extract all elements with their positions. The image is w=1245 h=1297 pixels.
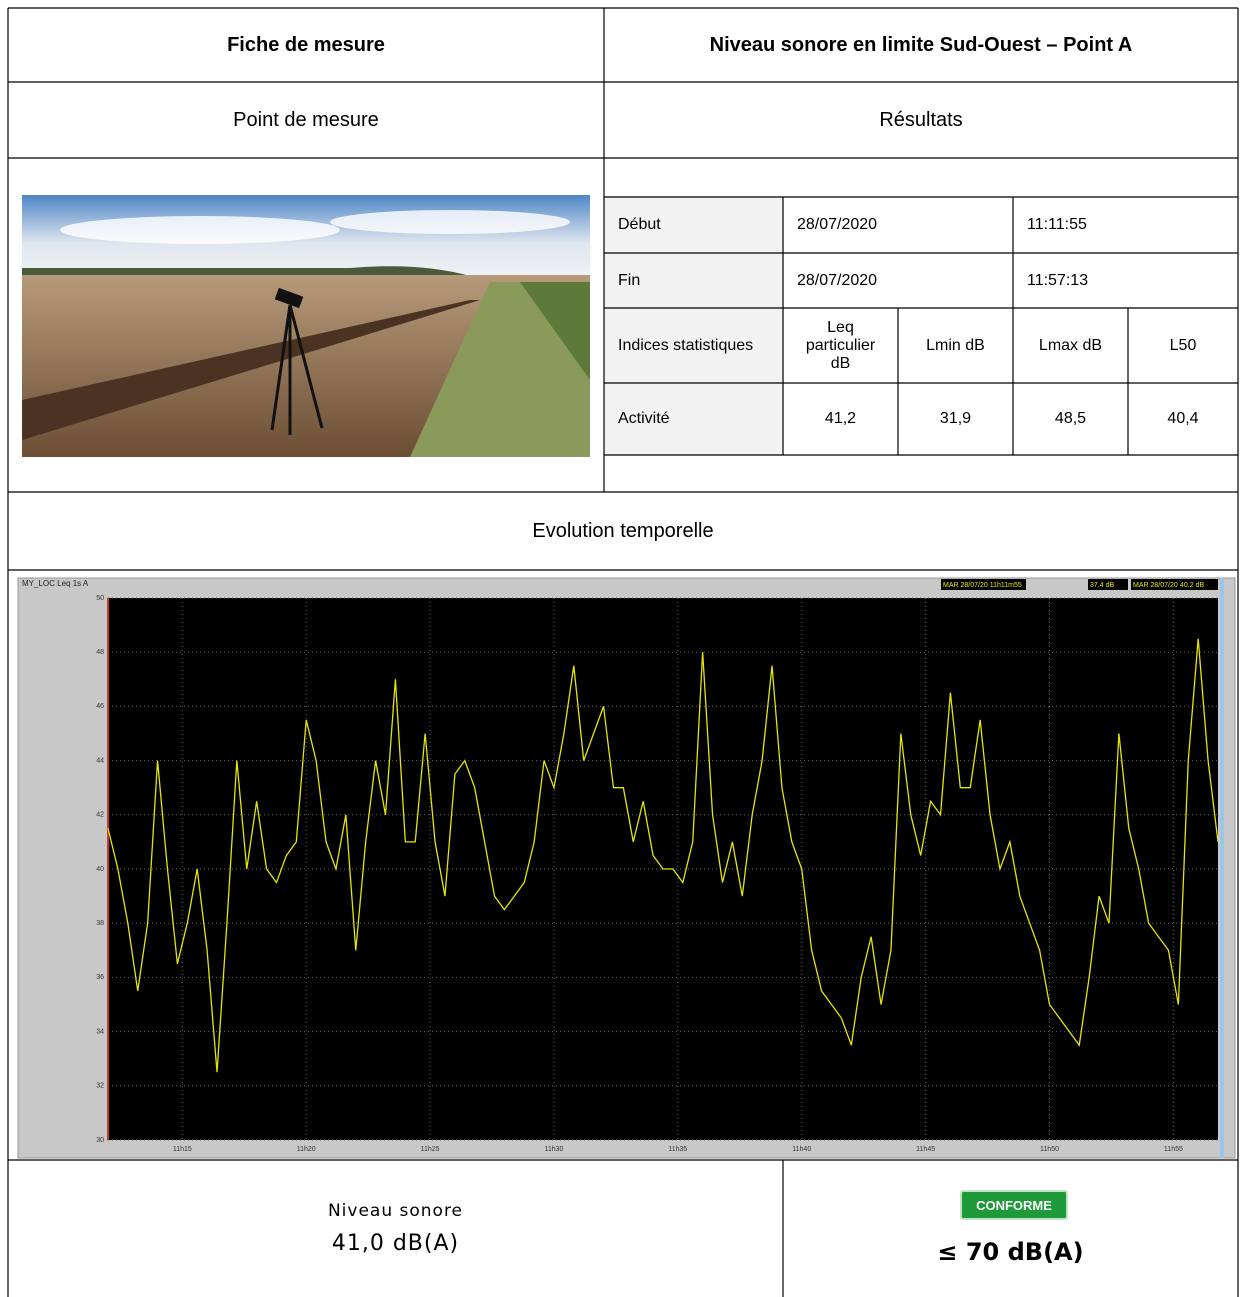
cell: Leq particulier dB	[805, 318, 876, 372]
cell: 11:11:55	[1027, 216, 1087, 233]
cell: 28/07/2020	[797, 271, 878, 289]
data-line	[107, 638, 1219, 1073]
readout: MAR 28/07/20 11h11m55	[943, 582, 1022, 589]
readout: 37.4 dB	[1090, 582, 1114, 589]
cell: L50	[1169, 336, 1197, 354]
level-value: 41,0 dB(A)	[331, 1230, 460, 1256]
cell: 31,9	[939, 410, 972, 427]
site-photo	[22, 195, 590, 457]
cell: Indices statistiques	[618, 336, 754, 354]
y-tick-label: 30	[96, 1137, 104, 1144]
readout-box	[1131, 579, 1216, 590]
chart: MY_LOC Leq 1s A MAR 28/07/20 11h11m55 37.4…	[17, 577, 1236, 1159]
y-tick-label: 50	[96, 595, 104, 602]
y-tick-label: 42	[96, 812, 104, 819]
y-tick-label: 46	[96, 703, 104, 710]
chart-title: MY_LOC Leq 1s A	[22, 579, 89, 588]
x-tick-label: 11h15	[173, 1146, 192, 1153]
y-tick-label: 44	[96, 757, 104, 764]
cell: Lmin dB	[926, 336, 985, 354]
conform-badge: CONFORME	[960, 1190, 1068, 1220]
cell: Activité	[618, 410, 670, 427]
cell: 41,2	[824, 410, 857, 427]
x-tick-label: 11h50	[1040, 1146, 1059, 1153]
readout-box	[941, 579, 1026, 590]
y-tick-label: 32	[96, 1083, 104, 1090]
cell: 48,5	[1054, 410, 1087, 427]
y-tick-label: 36	[96, 974, 104, 981]
readout: MAR 28/07/20 11h57m13	[1133, 582, 1212, 589]
x-tick-label: 11h55	[1164, 1146, 1183, 1153]
cell: Début	[618, 216, 661, 233]
x-tick-label: 11h20	[297, 1146, 316, 1153]
header-right: Niveau sonore en limite Sud-Ouest – Poin…	[709, 33, 1133, 56]
limit: ≤ 70 dB(A)	[937, 1238, 1084, 1266]
section-title: Evolution temporelle	[532, 519, 714, 542]
y-tick-label: 48	[96, 649, 104, 656]
cell: Fin	[618, 271, 641, 289]
cell: 40,4	[1167, 410, 1199, 427]
cell: Lmax dB	[1038, 336, 1103, 354]
header-left: Fiche de mesure	[227, 33, 385, 56]
subheader-left: Point de mesure	[233, 108, 379, 131]
readout-box	[1178, 579, 1218, 590]
y-tick-label: 40	[96, 866, 104, 873]
cell: 11:57:13	[1027, 271, 1089, 289]
readout-box	[1088, 579, 1128, 590]
cell: 28/07/2020	[797, 216, 878, 233]
x-tick-label: 11h25	[421, 1146, 440, 1153]
level-label: Niveau sonore	[327, 1201, 464, 1221]
y-tick-label: 38	[96, 920, 104, 927]
x-tick-label: 11h40	[792, 1146, 811, 1153]
y-tick-label: 34	[96, 1028, 104, 1035]
x-tick-label: 11h30	[545, 1146, 564, 1153]
x-tick-label: 11h35	[668, 1146, 687, 1153]
subheader-right: Résultats	[879, 108, 963, 131]
x-tick-label: 11h45	[916, 1146, 935, 1153]
readout: 40.2 dB	[1180, 582, 1204, 589]
